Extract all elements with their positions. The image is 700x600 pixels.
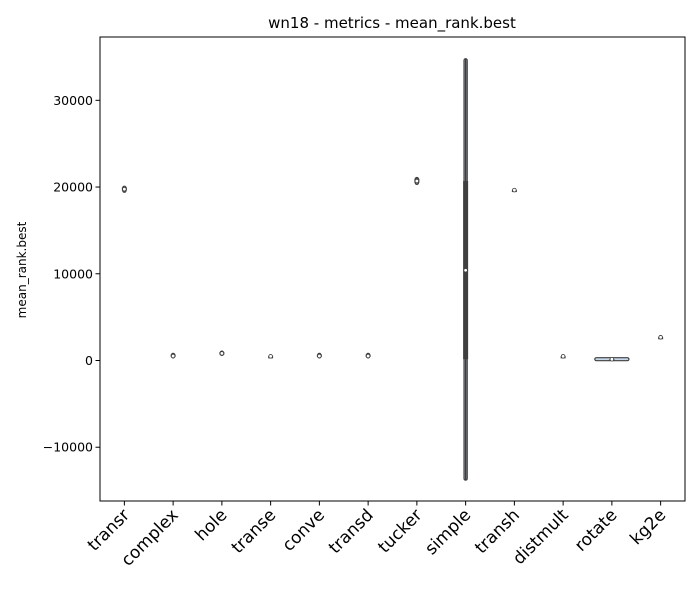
chart-title: wn18 - metrics - mean_rank.best [268, 14, 516, 33]
y-axis: −10000 0 10000 20000 30000 [43, 93, 100, 455]
violin-simple [463, 58, 469, 481]
violin-median-point [268, 354, 273, 359]
x-tick-label: hole [192, 505, 232, 545]
violin-median-point [414, 178, 420, 184]
violin-rotate [594, 356, 630, 362]
x-tick-label: rotate [571, 505, 621, 555]
x-tick-label: transd [325, 505, 378, 558]
y-tick-label: 20000 [53, 180, 93, 195]
x-tick-label: simple [421, 505, 475, 559]
violin-kg2e [658, 335, 664, 340]
violin-median-point [365, 353, 371, 359]
violin-median-point [170, 353, 176, 359]
violin-median-point [658, 335, 663, 340]
violin-median-point [609, 356, 615, 362]
violin-distmult [560, 354, 566, 359]
violin-transd [365, 352, 371, 359]
y-tick-label: 0 [85, 353, 93, 368]
violin-transh [511, 187, 517, 193]
y-axis-label: mean_rank.best [15, 221, 29, 318]
violin-median-point [317, 353, 322, 359]
violin-median-point [219, 351, 225, 356]
violin-conve [316, 352, 322, 359]
y-tick-label: −10000 [43, 440, 93, 455]
violin-complex [170, 352, 176, 359]
plot-frame [99, 36, 686, 502]
violin-hole [219, 350, 225, 357]
violin-tucker [414, 176, 420, 186]
x-tick-label: tucker [374, 505, 426, 557]
y-tick-label: 10000 [53, 266, 93, 281]
x-tick-label: kg2e [626, 505, 670, 549]
x-tick-label: transe [228, 505, 280, 557]
x-tick-label: conve [279, 505, 329, 555]
violin-transr [121, 185, 127, 193]
violin-median-point [560, 354, 566, 359]
y-tick-label: 30000 [53, 93, 93, 108]
violin-median-point [512, 187, 517, 193]
violin-transe [268, 354, 274, 359]
violins-group [121, 58, 664, 481]
violin-median-point [122, 187, 127, 192]
violin-median-point [463, 268, 468, 273]
